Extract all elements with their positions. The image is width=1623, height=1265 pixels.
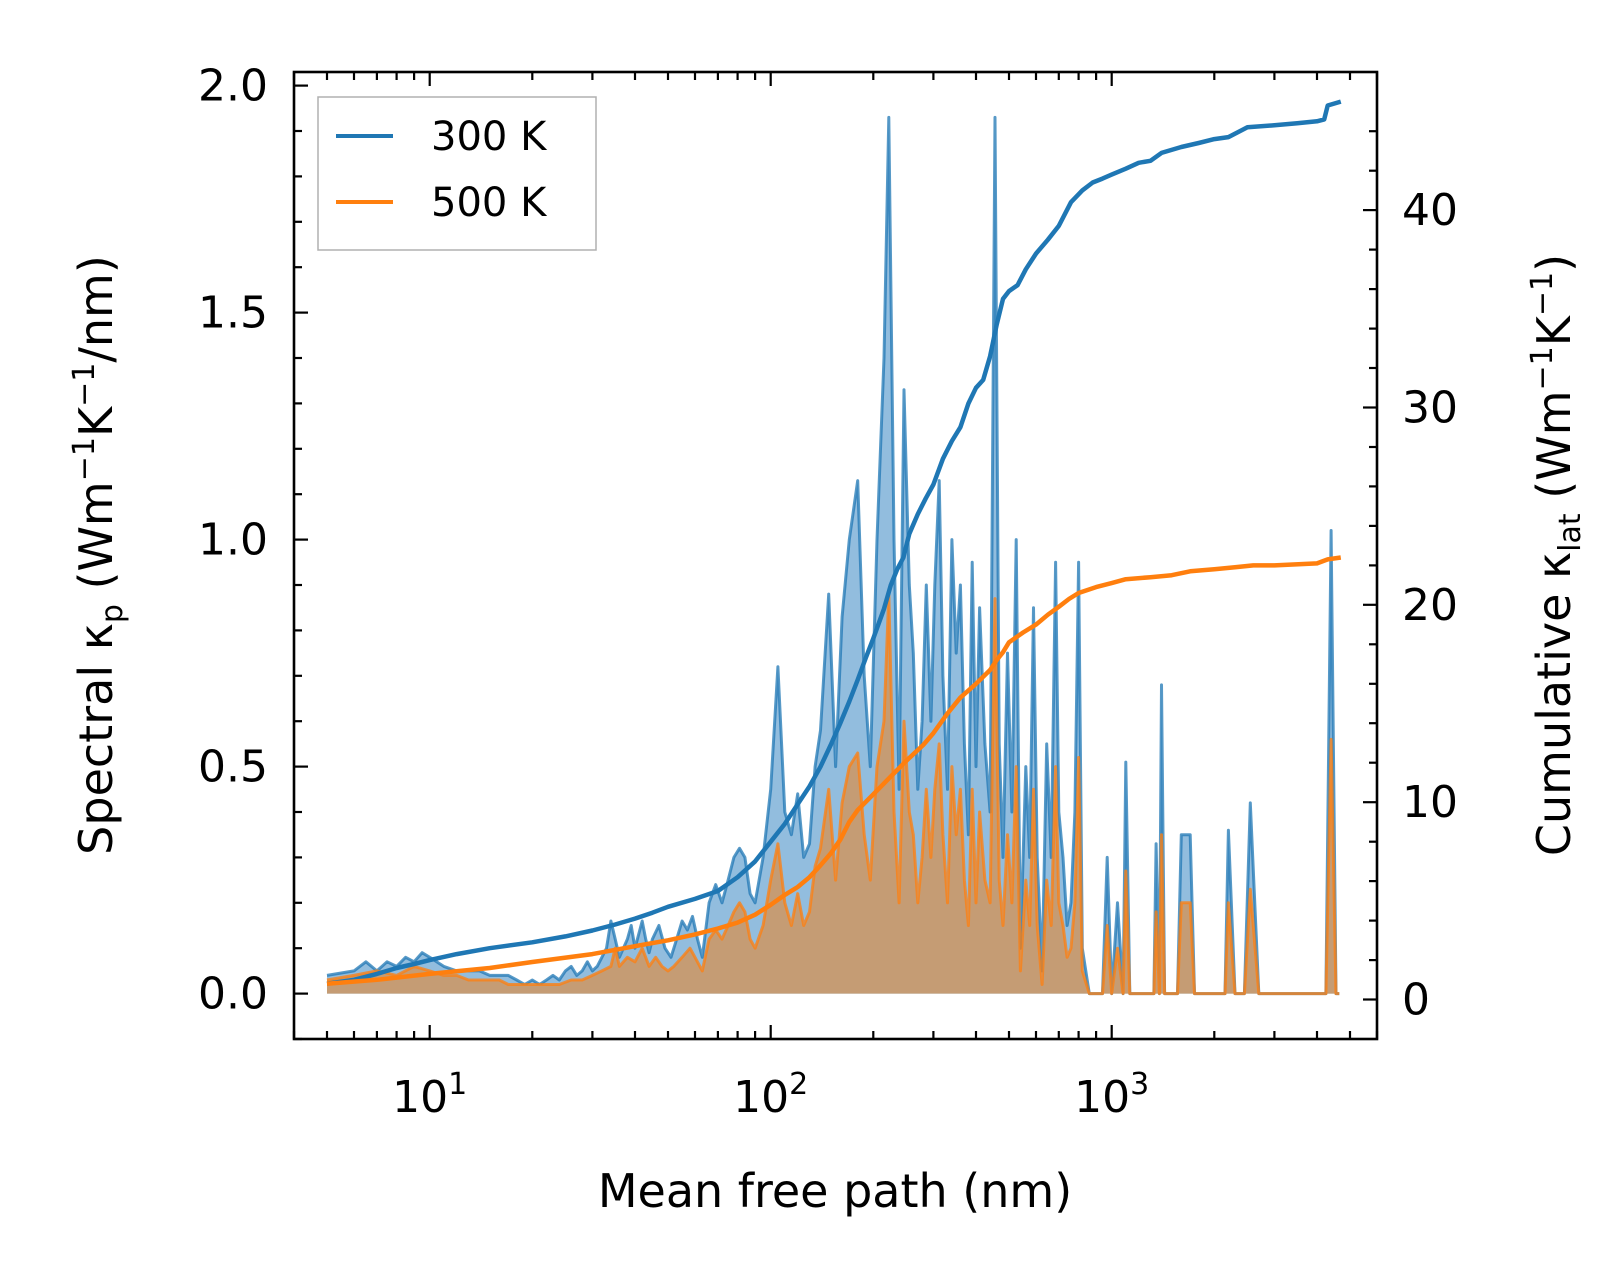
y-left-title-pre: Spectral κ — [69, 623, 123, 855]
y-left-title-mid: (Wm — [69, 481, 123, 604]
y-left-title-post: /nm) — [69, 255, 123, 362]
y-right-tick-label: 40 — [1402, 185, 1458, 236]
legend-label-300k: 300 K — [431, 114, 548, 160]
y-left-axis-title: Spectral κp (Wm−1K−1/nm) — [67, 255, 130, 855]
y-left-tick-label: 0.0 — [198, 969, 268, 1020]
y-right-title-k: K — [1527, 314, 1581, 346]
spectral-fills — [326, 115, 1340, 996]
y-left-title-sup2: −1 — [67, 363, 102, 407]
legend: 300 K 500 K — [317, 96, 597, 251]
spectral-area-500k — [327, 594, 1340, 994]
x-tick-label: 101 — [392, 1067, 467, 1123]
y-right-title-post: ) — [1527, 254, 1581, 272]
x-tick-label-base: 10 — [1074, 1072, 1130, 1123]
cumulative-line-500k — [326, 555, 1342, 986]
y-right-title-pre: Cumulative κ — [1527, 552, 1581, 856]
y-left-tick-label: 1.5 — [198, 288, 268, 339]
y-right-axis-title: Cumulative κlat (Wm−1K−1) — [1525, 254, 1588, 856]
y-right-title-mid: (Wm — [1527, 390, 1581, 513]
x-tick-label-exp: 1 — [448, 1067, 467, 1102]
x-axis-title: Mean free path (nm) — [598, 1164, 1072, 1218]
y-left-title-k: K — [69, 405, 123, 437]
spectral-line-500k — [326, 592, 1340, 996]
y-left-title-sup1: −1 — [67, 437, 102, 481]
y-right-title-sup2: −1 — [1525, 272, 1560, 316]
y-left-tick-label: 1.0 — [198, 515, 268, 566]
y-right-tick-label: 30 — [1402, 383, 1458, 434]
y-left-tick-label: 2.0 — [198, 61, 268, 112]
y-left-tick-label: 0.5 — [198, 742, 268, 793]
plot-frame — [292, 70, 1379, 1041]
y-right-tick-label: 20 — [1402, 580, 1458, 631]
x-tick-label: 103 — [1074, 1067, 1149, 1123]
legend-box — [317, 96, 597, 251]
series-lines — [326, 99, 1342, 986]
y-right-tick-label: 0 — [1402, 975, 1430, 1026]
y-right-title-sub: lat — [1553, 513, 1588, 552]
x-tick-label-base: 10 — [733, 1072, 789, 1123]
y-right-tick-label: 10 — [1402, 777, 1458, 828]
cumulative-line-300k — [326, 99, 1342, 986]
x-tick-label-exp: 3 — [1130, 1067, 1149, 1102]
y-right-title-sup1: −1 — [1525, 346, 1560, 390]
x-tick-label-base: 10 — [392, 1072, 448, 1123]
x-tick-label-exp: 2 — [789, 1067, 808, 1102]
spectral-area-300k — [327, 117, 1340, 994]
x-tick-label: 102 — [733, 1067, 808, 1123]
legend-label-500k: 500 K — [431, 180, 548, 226]
y-left-title-sub: p — [95, 604, 130, 623]
